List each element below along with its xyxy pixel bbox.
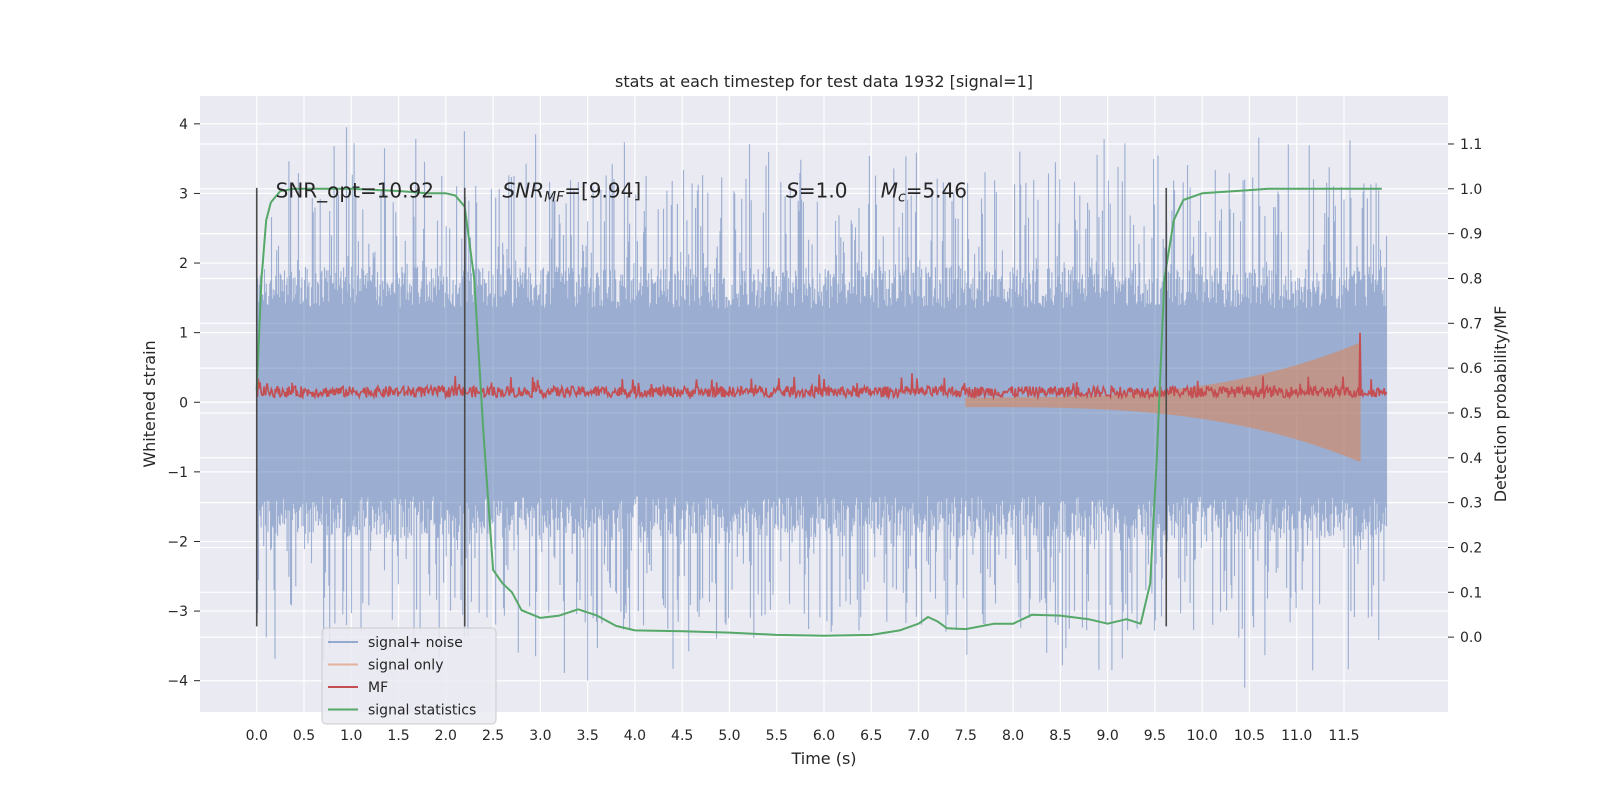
y-tick-label: 0 — [179, 395, 188, 411]
x-tick-label: 8.5 — [1049, 728, 1071, 744]
annotation-mc-value: =5.46 — [906, 178, 967, 202]
x-tick-label: 1.0 — [340, 728, 362, 744]
annotation-snr-mf-value: =[9.94] — [564, 178, 641, 202]
x-tick-label: 10.0 — [1187, 728, 1218, 744]
x-tick-label: 6.0 — [813, 728, 835, 744]
y-tick-label: 2 — [179, 256, 188, 272]
x-tick-label: 9.0 — [1097, 728, 1119, 744]
annotation-mc: Mc=5.46 — [881, 178, 967, 205]
x-tick-label: 9.5 — [1144, 728, 1166, 744]
vertical-markers — [255, 187, 1168, 627]
annotation-snr-opt: SNR_opt=10.92 — [276, 178, 434, 202]
annotation-snr-mf: SNRMF=[9.94] — [503, 178, 642, 205]
annotation-s-value: =1.0 — [799, 178, 848, 202]
annotation-mc-sub: c — [898, 189, 906, 205]
x-tick-label: 5.0 — [718, 728, 740, 744]
y-tick-label: 1 — [179, 326, 188, 342]
x-tick-label: 11.0 — [1281, 728, 1312, 744]
y2-tick-label: 0.5 — [1460, 406, 1482, 422]
y2-tick-label: 0.2 — [1460, 540, 1482, 556]
x-tick-label: 0.5 — [293, 728, 315, 744]
x-tick-label: 4.5 — [671, 728, 693, 744]
x-axis-ticks: 0.0 0.5 1.0 1.5 2.0 2.5 3.0 3.5 4.0 4.5 5.0 5.5 6.0 6… — [246, 728, 1360, 744]
x-tick-label: 4.0 — [624, 728, 646, 744]
x-tick-label: 2.0 — [435, 728, 457, 744]
series-mf — [255, 332, 1388, 401]
y2-tick-label: 0.7 — [1460, 316, 1482, 332]
y2-tick-label: 0.4 — [1460, 451, 1482, 467]
x-axis-label: Time (s) — [790, 749, 856, 768]
annotation-mc-base: M — [881, 178, 898, 202]
y2-axis-label: Detection probability/MF — [1491, 306, 1510, 503]
x-tick-label: 3.5 — [577, 728, 599, 744]
series-signal-only — [965, 342, 1361, 462]
annotation-snr-mf-sub: MF — [544, 189, 565, 205]
y2-tick-label: 0.3 — [1460, 496, 1482, 512]
annotation-s: S=1.0 — [786, 178, 847, 202]
x-tick-label: 10.5 — [1234, 728, 1265, 744]
legend-box — [321, 627, 497, 725]
y2-tick-label: 0.0 — [1460, 630, 1482, 646]
annotations: SNR_opt=10.92 SNRMF=[9.94] S=1.0 Mc=5.46 — [276, 178, 967, 205]
x-tick-label: 3.0 — [529, 728, 551, 744]
y2-tick-label: 1.0 — [1460, 182, 1482, 198]
y-axis-label: Whitened strain — [140, 340, 159, 467]
annotation-snr-mf-base: SNR — [503, 178, 545, 202]
y-tick-label: −1 — [167, 465, 188, 481]
y-tick-label: 3 — [179, 186, 188, 202]
y2-axis-ticks: 1.1 1.0 0.9 0.8 0.7 0.6 0.5 0.4 0.3 0.2 0.1 0.0 — [1448, 137, 1482, 646]
legend-label: signal statistics — [368, 703, 476, 719]
series-signal-statistics — [255, 187, 1382, 637]
y-tick-label: −4 — [167, 674, 188, 690]
x-tick-label: 0.0 — [246, 728, 268, 744]
y-tick-label: 4 — [179, 117, 188, 133]
chart-title: stats at each timestep for test data 193… — [615, 72, 1033, 91]
y2-tick-label: 0.8 — [1460, 271, 1482, 287]
y-tick-label: −3 — [167, 604, 188, 620]
y2-tick-label: 0.6 — [1460, 361, 1482, 377]
y-tick-label: −2 — [167, 534, 188, 550]
x-tick-label: 5.5 — [766, 728, 788, 744]
annotation-s-base: S — [786, 178, 799, 202]
y2-tick-label: 1.1 — [1460, 137, 1482, 153]
x-tick-label: 2.5 — [482, 728, 504, 744]
legend-label: MF — [368, 680, 388, 696]
x-tick-label: 6.5 — [860, 728, 882, 744]
legend: signal+ noise signal only MF signal statist… — [321, 627, 497, 725]
x-tick-label: 11.5 — [1328, 728, 1359, 744]
x-tick-label: 7.0 — [907, 728, 929, 744]
y2-tick-label: 0.1 — [1460, 585, 1482, 601]
y-axis-ticks: 4 3 2 1 0 −1 −2 −3 −4 — [167, 117, 200, 690]
legend-label: signal only — [368, 658, 443, 674]
legend-label: signal+ noise — [368, 635, 463, 651]
x-tick-label: 1.5 — [387, 728, 409, 744]
x-tick-label: 8.0 — [1002, 728, 1024, 744]
y2-tick-label: 0.9 — [1460, 227, 1482, 243]
x-tick-label: 7.5 — [955, 728, 977, 744]
